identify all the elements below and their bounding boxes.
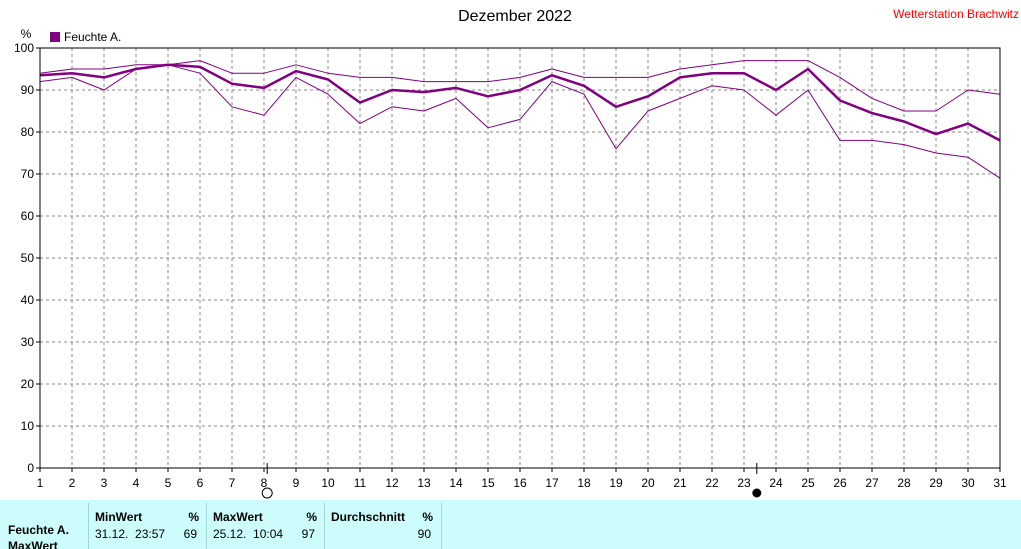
x-tick-label: 29 [929,476,943,490]
legend-swatch [50,32,60,42]
stat-max: MaxWert % 25.12. 10:04 97 [206,503,325,549]
stats-row-label: Feuchte A. [8,523,69,537]
new-moon-icon [752,488,762,498]
stat-avg-value: 90 [417,527,431,541]
y-tick-label: 50 [21,251,35,265]
plot-frame [39,47,1001,469]
y-tick-label: 30 [21,335,35,349]
x-tick-label: 23 [737,476,751,490]
chart-title: Dezember 2022 [458,8,572,25]
stat-max-value: 97 [301,527,315,541]
x-tick-label: 12 [385,476,399,490]
x-tick-label: 11 [354,476,367,490]
x-tick-label: 6 [197,476,204,490]
x-tick-label: 14 [449,476,463,490]
x-tick-label: 17 [545,476,559,490]
series-lines [39,60,1001,179]
x-tick-label: 4 [133,476,140,490]
stat-avg-label: Durchschnitt [331,510,406,524]
humidity-chart: Dezember 2022 Wetterstation Brachwitz % … [14,7,1019,499]
x-tick-label: 16 [513,476,527,490]
stat-min: MinWert % 31.12. 23:57 69 [88,503,207,549]
legend-label: Feuchte A. [64,30,121,44]
x-tick-label: 19 [609,476,623,490]
x-tick-label: 7 [229,476,236,490]
y-tick-label: 40 [21,293,35,307]
legend: Feuchte A. [50,30,121,44]
x-axis-ticks: 1 2 3 4 5 6 7 8 9 10 11 12 13 14 15 16 17 18 19 20 21 22 23 24 2… [37,468,1007,490]
x-tick-label: 8 [261,476,268,490]
x-tick-label: 3 [101,476,108,490]
x-tick-label: 20 [641,476,655,490]
series-line-min [39,64,1001,179]
x-tick-label: 24 [769,476,783,490]
full-moon-icon [261,487,273,499]
y-axis-unit: % [21,27,32,41]
stat-min-time: 31.12. 23:57 [95,527,166,541]
stat-min-unit: % [188,510,199,524]
y-tick-label: 10 [21,419,35,433]
stat-max-label: MaxWert [213,510,263,524]
y-tick-label: 60 [21,209,35,223]
x-tick-label: 30 [961,476,975,490]
y-axis-ticks: 0 10 20 30 40 50 60 70 80 90 100 [14,41,40,475]
x-tick-label: 10 [321,476,335,490]
stat-min-value: 69 [183,527,197,541]
y-tick-label: 90 [21,83,35,97]
stat-max-unit: % [306,510,317,524]
stat-avg-unit: % [422,510,433,524]
station-name: Wetterstation Brachwitz [893,7,1019,21]
x-tick-label: 21 [673,476,687,490]
stat-max-time: 25.12. 10:04 [213,527,284,541]
x-tick-label: 18 [577,476,591,490]
gridlines [40,48,1000,468]
x-tick-label: 26 [833,476,847,490]
y-tick-label: 100 [14,41,34,55]
stats-panel: Feuchte A. MaxWert MinWert % 31.12. 23:5… [0,500,1021,549]
y-tick-label: 80 [21,125,35,139]
series-line-mean [39,63,1001,142]
x-tick-label: 9 [293,476,300,490]
stats-row-label-2: MaxWert [8,539,58,549]
y-tick-label: 70 [21,167,35,181]
x-tick-label: 31 [993,476,1007,490]
series-line-max [39,60,1001,112]
stat-avg: Durchschnitt % 90 [324,503,442,549]
x-tick-label: 22 [705,476,719,490]
x-tick-label: 27 [865,476,879,490]
x-tick-label: 25 [801,476,815,490]
x-tick-label: 1 [37,476,44,490]
x-tick-label: 5 [165,476,172,490]
x-tick-label: 2 [69,476,76,490]
x-tick-label: 13 [417,476,431,490]
x-tick-label: 28 [897,476,911,490]
y-tick-label: 20 [21,377,35,391]
stat-min-label: MinWert [95,510,143,524]
x-tick-label: 15 [481,476,495,490]
y-tick-label: 0 [27,461,34,475]
